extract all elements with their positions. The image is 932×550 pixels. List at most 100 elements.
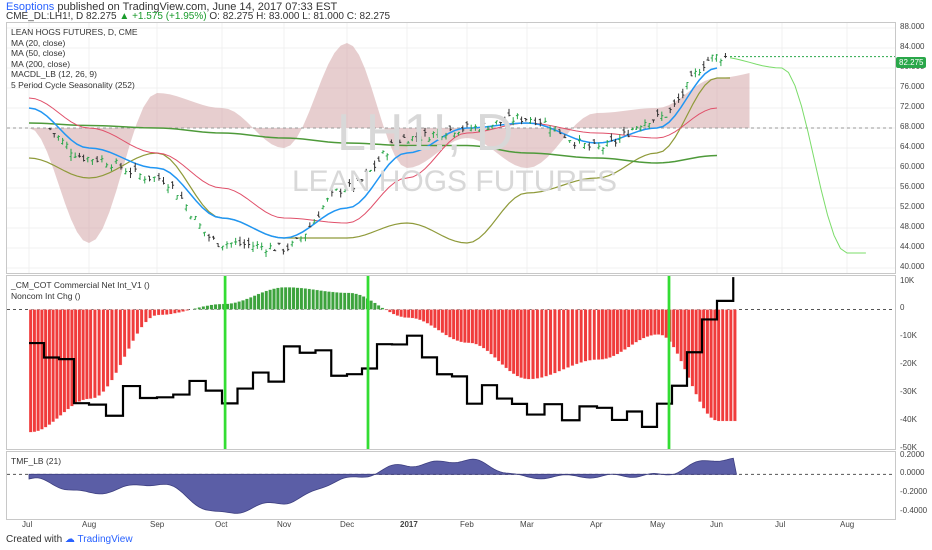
cot-bar: [279, 287, 284, 310]
cot-bar: [588, 309, 592, 361]
cot-bar: [110, 309, 114, 381]
axis-tick-label: 88.000: [900, 22, 925, 31]
cot-bar: [698, 309, 702, 403]
cot-bar: [338, 292, 343, 310]
cot-bar: [535, 309, 540, 379]
cot-bar: [256, 293, 261, 310]
cot-bar: [331, 291, 335, 310]
axis-tick-label: 44.000: [900, 242, 925, 251]
cot-bar: [376, 305, 381, 310]
axis-tick-label: 0: [900, 303, 905, 313]
cot-bar: [380, 307, 385, 310]
axis-tick-label: 0.0000: [900, 468, 925, 478]
cot-bar: [185, 309, 189, 311]
cot-bar: [384, 309, 388, 311]
cot-bar: [97, 309, 101, 396]
cot-bar: [93, 309, 97, 399]
cot-bar: [327, 291, 331, 310]
cot-bar: [268, 289, 272, 310]
cot-bar: [139, 309, 144, 328]
cot-bar: [649, 309, 653, 336]
cot-bar: [252, 295, 257, 310]
cot-bar: [596, 309, 601, 360]
cot-panel[interactable]: _CM_COT Commercial Net Int_V1 () Noncom …: [6, 275, 896, 450]
cot-bar: [686, 309, 691, 378]
cot-bar: [671, 309, 676, 348]
cot-bar: [553, 309, 557, 374]
cot-bar: [660, 309, 665, 336]
time-label: Aug: [82, 520, 97, 529]
cot-bar: [608, 309, 612, 358]
cot-bar: [485, 309, 490, 352]
cot-bar: [504, 309, 508, 369]
cot-bar: [566, 309, 570, 368]
axis-tick-label: -40K: [900, 415, 917, 425]
tradingview-link[interactable]: TradingView: [77, 534, 133, 545]
cot-bar: [81, 309, 85, 401]
cot-bar: [474, 309, 478, 345]
cot-bar: [500, 309, 505, 365]
tmf-panel[interactable]: TMF_LB (21): [6, 451, 896, 520]
tmf-axis[interactable]: 0.2000 0.0000 -0.2000 -0.4000: [894, 450, 932, 518]
cot-bar: [414, 309, 418, 319]
time-axis[interactable]: Jul Aug Sep Oct Nov Dec 2017 Feb Mar Apr May Jun Jul…: [6, 518, 894, 530]
cot-axis[interactable]: 10K 0 -10K -20K -30K -40K -50K: [894, 275, 932, 452]
high-value: H: 83.000: [256, 11, 300, 22]
cot-bar: [630, 309, 635, 345]
time-label: Mar: [520, 520, 534, 529]
cot-bar: [307, 288, 312, 310]
cot-bar: [511, 309, 516, 375]
legend-ma50[interactable]: MA (50, close): [11, 48, 66, 58]
cot-bar: [388, 309, 392, 313]
cot-bar: [346, 292, 351, 310]
cot-bar: [713, 309, 717, 421]
footer: Created with ☁ TradingView: [6, 534, 133, 545]
legend-macdl[interactable]: MACDL_LB (12, 26, 9): [11, 69, 97, 79]
symbol-label[interactable]: CME_DL:LH1!, D: [6, 11, 84, 22]
legend-ma200[interactable]: MA (200, close): [11, 58, 71, 69]
axis-tick-label: -10K: [900, 331, 917, 341]
cot-bar: [515, 309, 520, 377]
cot-bar: [444, 309, 448, 336]
cot-bar: [58, 309, 63, 416]
cot-bar: [241, 300, 245, 310]
cot-bar: [77, 309, 82, 402]
cot-chart-svg: [7, 276, 895, 449]
cot-bar: [448, 309, 452, 338]
price-change: ▲ +1.575 (+1.95%): [119, 11, 207, 22]
cot-bar: [519, 309, 523, 379]
cot-bar: [358, 294, 362, 310]
axis-tick-label: 40.000: [900, 262, 925, 271]
cot-bar: [213, 304, 218, 310]
cot-bar: [114, 309, 118, 374]
legend-symbol[interactable]: LEAN HOGS FUTURES, D, CME: [11, 27, 138, 37]
price-panel[interactable]: LH1!, D LEAN HOGS FUTURES LEAN HOGS FUTU…: [6, 22, 896, 274]
cot-bar: [623, 309, 627, 350]
cot-bar: [272, 288, 276, 310]
legend-seasonality[interactable]: 5 Period Cycle Seasonality (252): [11, 79, 135, 90]
cot-legend: _CM_COT Commercial Net Int_V1 () Noncom …: [11, 280, 150, 301]
cot-bar: [237, 301, 241, 310]
cot-bar: [579, 309, 583, 363]
tmf-chart-svg: [7, 457, 895, 514]
time-label: Apr: [590, 520, 603, 529]
cot-bar: [421, 309, 426, 322]
cot-bar: [645, 309, 650, 337]
time-label: Jun: [710, 520, 723, 529]
axis-tick-label: 10K: [900, 275, 915, 285]
time-label: Jul: [22, 520, 33, 529]
axis-tick-label: 68.000: [900, 122, 925, 131]
cot-bar: [523, 309, 527, 380]
legend-cot[interactable]: _CM_COT Commercial Net Int_V1 (): [11, 280, 150, 290]
cot-bar: [574, 309, 579, 365]
legend-noncom[interactable]: Noncom Int Chg (): [11, 290, 81, 301]
legend-tmf[interactable]: TMF_LB (21): [11, 456, 62, 466]
author-link[interactable]: Esoptions: [6, 1, 55, 13]
legend-ma20[interactable]: MA (20, close): [11, 37, 66, 48]
cot-bar: [209, 304, 214, 310]
cot-bar: [570, 309, 575, 366]
cot-bar: [303, 288, 308, 310]
cot-bar: [466, 309, 471, 344]
cot-bar: [679, 309, 683, 362]
cot-bar: [391, 309, 396, 315]
